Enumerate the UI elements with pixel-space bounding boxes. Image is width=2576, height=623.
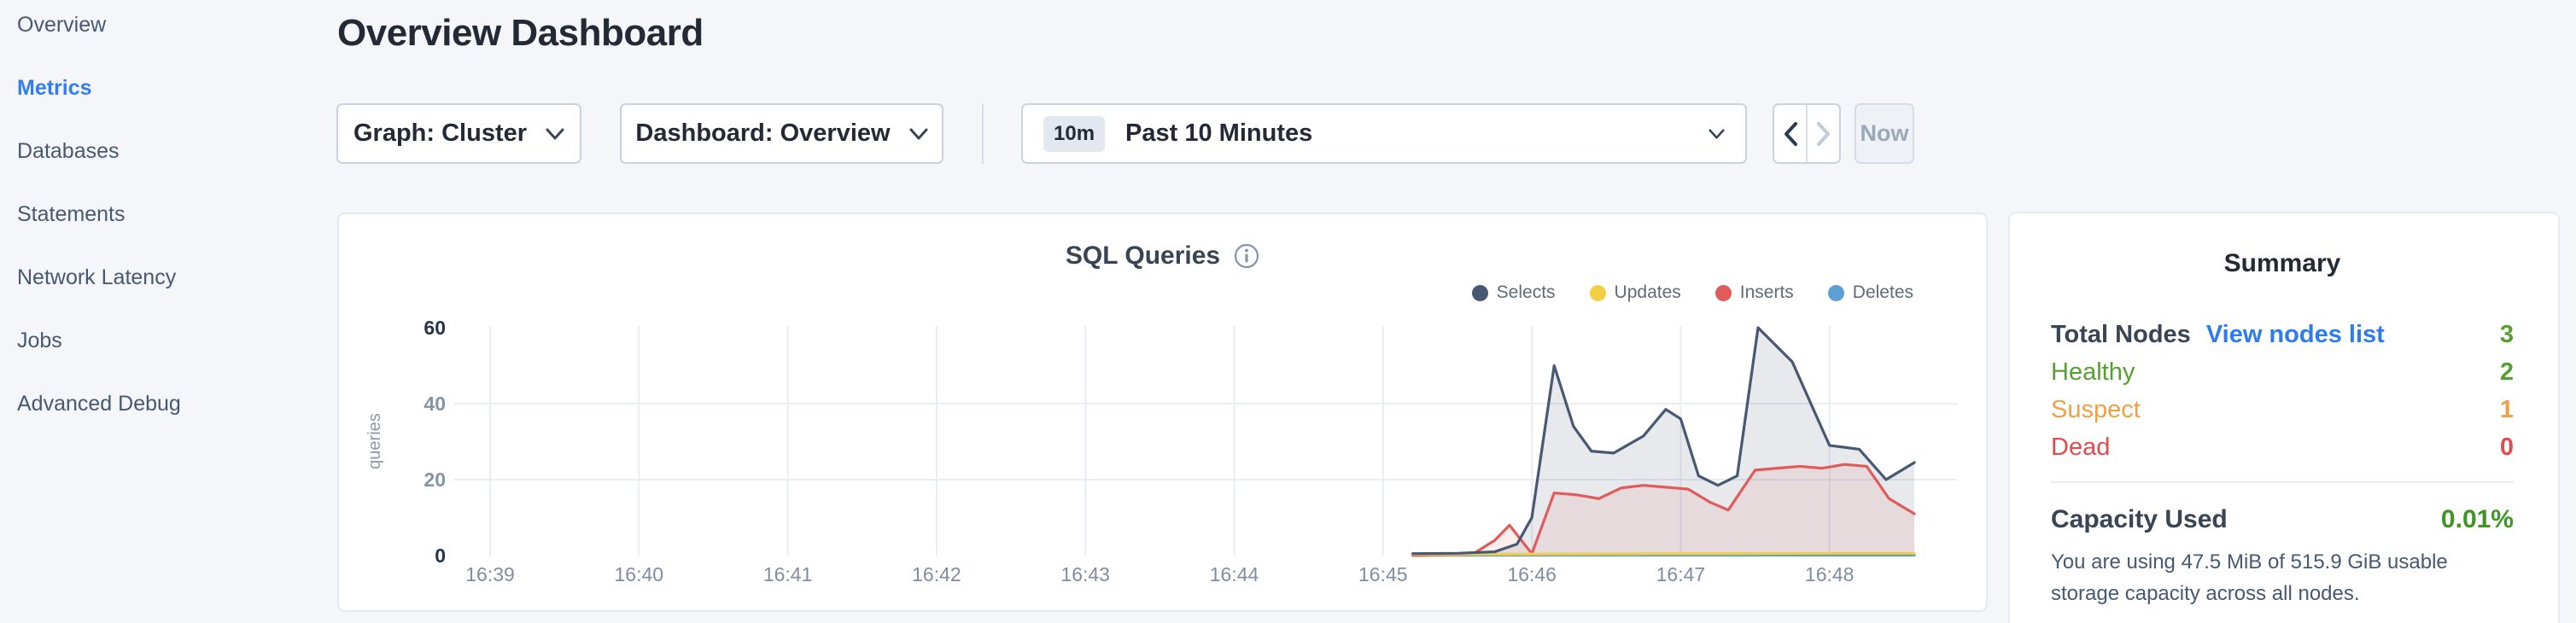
svg-text:16:43: 16:43 <box>1060 563 1110 585</box>
now-button[interactable]: Now <box>1855 103 1914 164</box>
chevron-down-icon <box>1709 128 1725 139</box>
updates-dot-icon <box>1589 284 1606 301</box>
sidebar-item-jobs[interactable]: Jobs <box>17 328 62 352</box>
sidebar-item-databases[interactable]: Databases <box>17 138 120 163</box>
legend-label: Deletes <box>1852 282 1913 302</box>
time-window-pager <box>1773 103 1841 164</box>
legend-item-updates[interactable]: Updates <box>1589 282 1681 303</box>
summary-panel: Summary Total Nodes View nodes list 3 He… <box>2008 212 2560 623</box>
legend-label: Inserts <box>1739 282 1794 302</box>
svg-text:16:41: 16:41 <box>763 563 813 585</box>
summary-divider <box>2051 481 2514 483</box>
dead-value: 0 <box>2499 433 2514 461</box>
summary-row-suspect: Suspect 1 <box>2051 391 2514 428</box>
time-range-badge: 10m <box>1043 115 1106 152</box>
svg-text:16:42: 16:42 <box>912 563 961 585</box>
summary-row-total-nodes: Total Nodes View nodes list 3 <box>2051 316 2514 353</box>
legend-item-deletes[interactable]: Deletes <box>1827 282 1913 303</box>
sql-queries-chart-card: 16:39 16:40 16:41 16:42 16:43 16:44 16:45 16:46… <box>337 213 1988 612</box>
summary-row-dead: Dead 0 <box>2051 428 2514 466</box>
sidebar-item-statements[interactable]: Statements <box>17 201 126 226</box>
view-nodes-list-link[interactable]: View nodes list <box>2205 320 2385 348</box>
suspect-value: 1 <box>2499 395 2514 423</box>
sql-queries-plot[interactable]: 16:39 16:40 16:41 16:42 16:43 16:44 16:45 16:46… <box>339 214 1989 614</box>
summary-title: Summary <box>2223 249 2341 277</box>
time-range-label: Past 10 Minutes <box>1125 119 1313 147</box>
suspect-label: Suspect <box>2051 395 2141 423</box>
total-nodes-label: Total Nodes <box>2051 320 2191 348</box>
svg-text:0: 0 <box>435 544 446 567</box>
chevron-down-icon <box>546 128 564 139</box>
total-nodes-value: 3 <box>2499 320 2514 348</box>
inserts-dot-icon <box>1714 284 1732 301</box>
svg-text:queries: queries <box>365 413 384 469</box>
healthy-value: 2 <box>2499 358 2514 386</box>
sidebar-item-overview[interactable]: Overview <box>17 12 107 37</box>
legend-label: Updates <box>1614 282 1681 302</box>
dashboard-dropdown-label: Dashboard: Overview <box>635 119 891 147</box>
deletes-dot-icon <box>1827 284 1844 301</box>
previous-time-window-button[interactable] <box>1774 105 1808 162</box>
svg-text:16:44: 16:44 <box>1210 563 1259 585</box>
chart-legend: Selects Updates Inserts Deletes <box>1471 282 1913 303</box>
svg-text:20: 20 <box>423 469 446 491</box>
capacity-description: You are using 47.5 MiB of 515.9 GiB usab… <box>2051 550 2448 606</box>
controls-divider <box>982 103 984 164</box>
dashboard-dropdown[interactable]: Dashboard: Overview <box>620 103 943 164</box>
svg-text:40: 40 <box>423 393 446 415</box>
dead-label: Dead <box>2051 433 2111 461</box>
sidebar-item-network-latency[interactable]: Network Latency <box>17 265 177 289</box>
legend-label: Selects <box>1496 282 1556 302</box>
graph-scope-dropdown[interactable]: Graph: Cluster <box>336 103 581 164</box>
sidebar: Overview Metrics Databases Statements Ne… <box>0 0 336 435</box>
next-time-window-button[interactable] <box>1808 105 1839 162</box>
legend-item-selects[interactable]: Selects <box>1471 282 1556 303</box>
chevron-right-icon <box>1816 121 1830 146</box>
healthy-label: Healthy <box>2051 358 2135 386</box>
capacity-used-row: Capacity Used 0.01% <box>2051 505 2514 534</box>
svg-text:16:46: 16:46 <box>1507 563 1557 585</box>
summary-row-healthy: Healthy 2 <box>2051 353 2514 391</box>
svg-text:60: 60 <box>423 317 446 339</box>
info-icon[interactable] <box>1234 243 1259 269</box>
svg-text:16:47: 16:47 <box>1656 563 1706 585</box>
legend-item-inserts[interactable]: Inserts <box>1714 282 1794 303</box>
sidebar-item-metrics[interactable]: Metrics <box>17 75 92 100</box>
chevron-down-icon <box>909 128 928 139</box>
capacity-used-label: Capacity Used <box>2051 505 2228 533</box>
graph-scope-dropdown-label: Graph: Cluster <box>353 119 528 147</box>
page-title: Overview Dashboard <box>337 12 704 54</box>
capacity-used-value: 0.01% <box>2440 505 2514 533</box>
chart-title: SQL Queries <box>1065 242 1221 270</box>
sidebar-item-advanced-debug[interactable]: Advanced Debug <box>17 391 181 416</box>
chevron-left-icon <box>1784 121 1797 146</box>
svg-text:16:40: 16:40 <box>615 563 664 585</box>
svg-text:16:48: 16:48 <box>1805 563 1855 585</box>
time-range-selector[interactable]: 10m Past 10 Minutes <box>1021 103 1747 164</box>
svg-text:16:39: 16:39 <box>465 563 515 585</box>
selects-dot-icon <box>1471 284 1488 301</box>
svg-text:16:45: 16:45 <box>1358 563 1408 585</box>
